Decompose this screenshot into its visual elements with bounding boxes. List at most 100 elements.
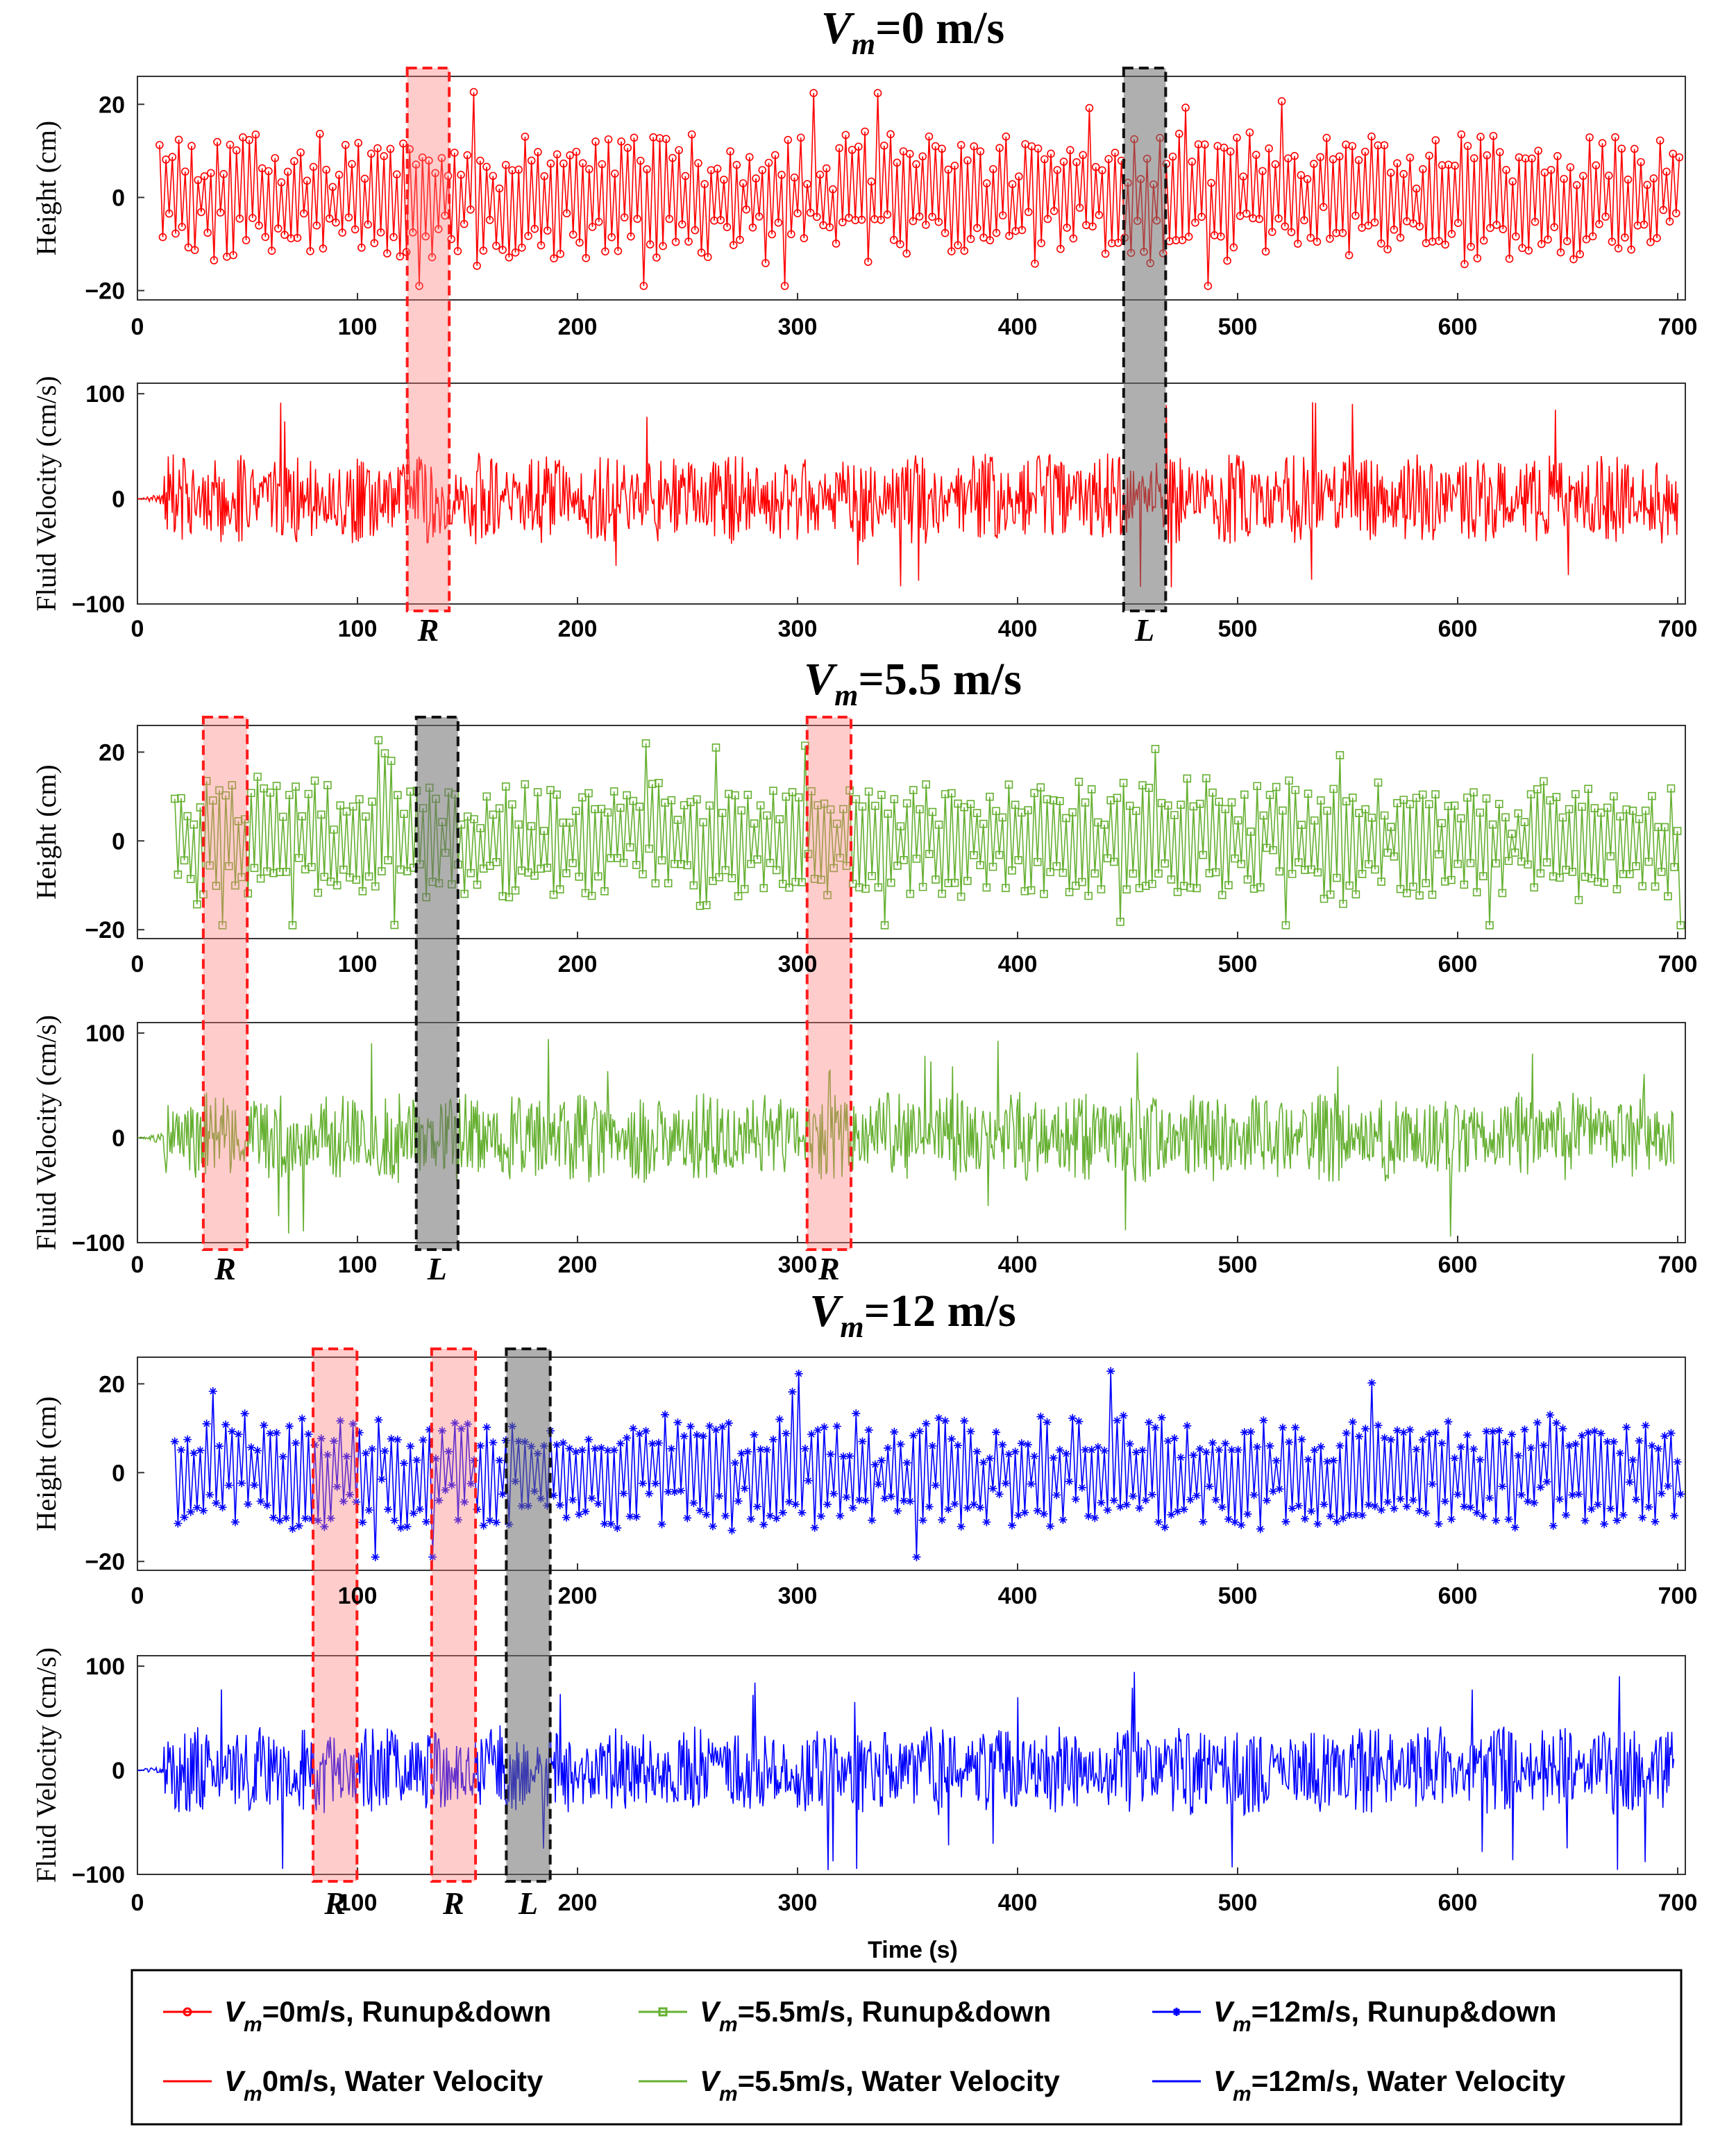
panel-1-height-x-tick-label: 0 bbox=[131, 951, 144, 977]
panel-0-velocity-y-tick-label: 0 bbox=[112, 487, 125, 513]
panel-1-height-series-markers bbox=[170, 736, 1685, 930]
panel-0-title: Vm=0 m/s bbox=[821, 3, 1004, 61]
panel-0-height-x-tick-label: 700 bbox=[1658, 314, 1698, 340]
legend: Vm=0m/s, Runup&down Vm=5.5m/s, Runup&down… bbox=[130, 1969, 1683, 2126]
panel-1-height-y-tick-label: 0 bbox=[112, 828, 125, 855]
panel-1-event-1-label: L bbox=[427, 1251, 447, 1286]
panel-2-event-0-label: R bbox=[323, 1886, 346, 1921]
panel-1-height-x-tick-label: 300 bbox=[778, 951, 818, 977]
panel-2-velocity-x-tick-label: 200 bbox=[558, 1890, 598, 1916]
panel-1-event-2-highlight bbox=[805, 716, 853, 1251]
panel-0-velocity-x-tick-label: 300 bbox=[778, 616, 818, 642]
panel-2-height-y-tick-label: 20 bbox=[99, 1371, 125, 1397]
panel-2-event-0-highlight bbox=[312, 1347, 359, 1883]
panel-2-event-1-label: R bbox=[442, 1886, 464, 1921]
panel-0-velocity-y-tick-label: 100 bbox=[85, 381, 125, 408]
panel-1-velocity-x-tick-label: 500 bbox=[1218, 1252, 1258, 1278]
panel-1-velocity-x-tick-label: 300 bbox=[778, 1252, 818, 1278]
panel-2-velocity-x-tick-label: 400 bbox=[998, 1890, 1038, 1916]
panel-1-velocity-x-tick-label: 200 bbox=[558, 1252, 598, 1278]
panel-2-height-series-line bbox=[174, 1371, 1681, 1557]
panel-2-velocity-y-tick-label: −100 bbox=[71, 1862, 125, 1888]
panel-0-height-x-tick-label: 400 bbox=[998, 314, 1038, 340]
panel-2-velocity-y-axis-label: Fluid Velocity (cm/s) bbox=[31, 1647, 62, 1883]
panel-2-velocity-y-tick-label: 100 bbox=[85, 1654, 125, 1680]
panel-0-height-series-markers bbox=[155, 87, 1684, 290]
panel-2-event-2-highlight bbox=[505, 1347, 552, 1883]
panel-2-velocity-x-tick-label: 600 bbox=[1438, 1890, 1478, 1916]
panel-1-velocity-y-tick-label: −100 bbox=[71, 1230, 125, 1257]
panel-0-height-x-tick-label: 100 bbox=[338, 314, 378, 340]
panel-0-height-y-axis-label: Height (cm) bbox=[31, 121, 62, 255]
panel-2-height-y-axis-label: Height (cm) bbox=[31, 1396, 62, 1531]
legend-item-0-marker bbox=[183, 2007, 192, 2017]
panel-1-velocity-x-tick-label: 100 bbox=[338, 1252, 378, 1278]
legend-item-4-label: Vm=5.5m/s, Water Velocity bbox=[700, 2065, 1061, 2106]
legend-item-5-label: Vm=12m/s, Water Velocity bbox=[1213, 2065, 1566, 2106]
panel-2-velocity-x-tick-label: 700 bbox=[1658, 1890, 1698, 1916]
panel-0-velocity-x-tick-label: 600 bbox=[1438, 616, 1478, 642]
panel-0-event-0-highlight bbox=[405, 67, 451, 612]
panel-2-height-x-tick-label: 0 bbox=[131, 1583, 144, 1609]
panel-1-velocity-x-tick-label: 400 bbox=[998, 1252, 1038, 1278]
panel-2-height-x-tick-label: 600 bbox=[1438, 1583, 1478, 1609]
panel-2-height-y-tick-label: −20 bbox=[85, 1549, 125, 1575]
panel-2-height-x-tick-label: 400 bbox=[998, 1583, 1038, 1609]
panel-0-height-y-tick-label: 0 bbox=[112, 185, 125, 211]
panel-1-height-x-tick-label: 400 bbox=[998, 951, 1038, 977]
panel-1-height-y-tick-label: 20 bbox=[99, 739, 125, 766]
panel-1-height-x-tick-label: 700 bbox=[1658, 951, 1698, 977]
panel-2-height-x-tick-label: 700 bbox=[1658, 1583, 1698, 1609]
panel-2-height-axes-box bbox=[137, 1357, 1686, 1571]
panel-0-velocity-y-tick-label: −100 bbox=[71, 591, 125, 618]
panel-0-velocity-series-line bbox=[137, 402, 1678, 588]
panel-0-height-x-tick-label: 600 bbox=[1438, 314, 1478, 340]
panel-2-height-x-tick-label: 300 bbox=[778, 1583, 818, 1609]
panel-0-height-y-tick-label: 20 bbox=[99, 92, 125, 118]
panel-0-velocity-y-axis-label: Fluid Velocity (cm/s) bbox=[31, 376, 62, 611]
panel-1-velocity-y-tick-label: 100 bbox=[85, 1021, 125, 1047]
panel-1-height-y-axis-label: Height (cm) bbox=[31, 764, 62, 899]
panel-2-velocity-x-tick-label: 500 bbox=[1218, 1890, 1258, 1916]
panel-0-velocity-x-tick-label: 700 bbox=[1658, 616, 1698, 642]
panel-1-velocity-y-tick-label: 0 bbox=[112, 1125, 125, 1152]
panel-0-velocity-x-tick-label: 100 bbox=[338, 616, 378, 642]
panel-2-title: Vm=12 m/s bbox=[809, 1286, 1016, 1344]
panel-0-height-x-tick-label: 200 bbox=[558, 314, 598, 340]
panel-0-velocity-x-tick-label: 200 bbox=[558, 616, 598, 642]
panel-0-height-series-line bbox=[159, 92, 1680, 286]
panel-2-velocity-y-tick-label: 0 bbox=[112, 1758, 125, 1784]
x-axis-label: Time (s) bbox=[868, 1937, 958, 1963]
panel-1-height-x-tick-label: 100 bbox=[338, 951, 378, 977]
panel-1-height-x-tick-label: 600 bbox=[1438, 951, 1478, 977]
panel-0-height-x-tick-label: 0 bbox=[131, 314, 144, 340]
panel-1-title: Vm=5.5 m/s bbox=[804, 654, 1022, 712]
panel-1-height-y-tick-label: −20 bbox=[85, 917, 125, 943]
legend-item-0-label: Vm=0m/s, Runup&down bbox=[224, 1995, 551, 2036]
panel-0-height-y-tick-label: −20 bbox=[85, 278, 125, 305]
panel-1-height-x-tick-label: 500 bbox=[1218, 951, 1258, 977]
panel-0-event-1-label: L bbox=[1134, 612, 1154, 648]
panel-0-velocity-x-tick-label: 0 bbox=[131, 616, 144, 642]
panel-1-height-x-tick-label: 200 bbox=[558, 951, 598, 977]
panel-2-velocity-x-tick-label: 0 bbox=[131, 1890, 144, 1916]
panel-1-velocity-x-tick-label: 0 bbox=[131, 1252, 144, 1278]
panel-0-height-x-tick-label: 300 bbox=[778, 314, 818, 340]
panel-2-height-x-tick-label: 500 bbox=[1218, 1583, 1258, 1609]
panel-2-velocity-series-line bbox=[137, 1672, 1675, 1870]
panel-0-velocity-x-tick-label: 400 bbox=[998, 616, 1038, 642]
panel-1-velocity-x-tick-label: 700 bbox=[1658, 1252, 1698, 1278]
panel-2-velocity-x-tick-label: 100 bbox=[338, 1890, 378, 1916]
panel-0-event-0-label: R bbox=[417, 612, 439, 648]
panel-2-height-x-tick-label: 100 bbox=[338, 1583, 378, 1609]
legend-item-2-label: Vm=12m/s, Runup&down bbox=[1213, 1995, 1557, 2036]
panel-1-event-1-highlight bbox=[414, 716, 460, 1251]
panel-0-height-x-tick-label: 500 bbox=[1218, 314, 1258, 340]
panel-1-velocity-x-tick-label: 600 bbox=[1438, 1252, 1478, 1278]
legend-item-1-label: Vm=5.5m/s, Runup&down bbox=[700, 1995, 1051, 2036]
panel-2-height-y-tick-label: 0 bbox=[112, 1460, 125, 1486]
panel-1-velocity-y-axis-label: Fluid Velocity (cm/s) bbox=[31, 1015, 62, 1250]
legend-item-1-marker bbox=[658, 2007, 668, 2017]
legend-box bbox=[130, 1969, 1683, 2126]
